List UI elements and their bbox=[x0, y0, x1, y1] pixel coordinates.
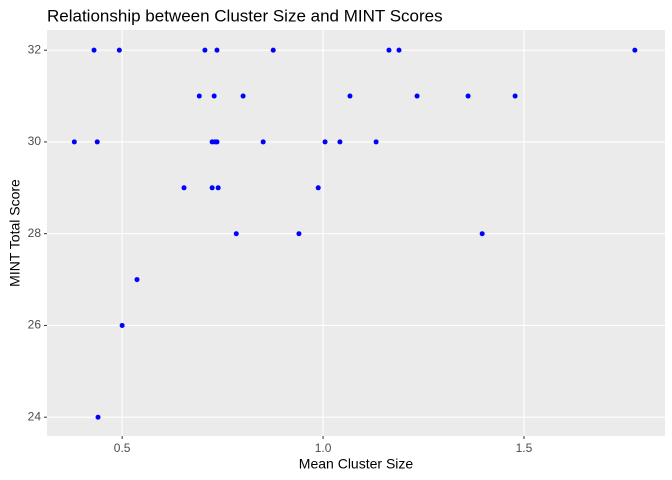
y-tick-label: 28 bbox=[28, 226, 42, 240]
point bbox=[260, 139, 266, 145]
point bbox=[94, 139, 100, 145]
point bbox=[214, 47, 220, 53]
point bbox=[396, 47, 402, 53]
point bbox=[322, 139, 328, 145]
point bbox=[632, 47, 638, 53]
y-axis-label: MINT Total Score bbox=[7, 179, 23, 287]
point bbox=[233, 231, 239, 237]
point bbox=[95, 414, 101, 420]
point bbox=[373, 139, 379, 145]
point bbox=[215, 185, 221, 191]
point bbox=[116, 47, 122, 53]
point bbox=[465, 93, 471, 99]
x-tick-label: 1.0 bbox=[315, 441, 332, 455]
point bbox=[347, 93, 353, 99]
point bbox=[414, 93, 420, 99]
chart-title: Relationship between Cluster Size and MI… bbox=[47, 6, 443, 25]
panel bbox=[47, 30, 665, 436]
y-tick-label: 30 bbox=[28, 134, 42, 148]
x-axis-label: Mean Cluster Size bbox=[299, 456, 414, 472]
point bbox=[214, 139, 220, 145]
y-tick-label: 24 bbox=[28, 409, 42, 423]
point bbox=[240, 93, 246, 99]
point bbox=[512, 93, 518, 99]
point bbox=[479, 231, 485, 237]
point bbox=[196, 93, 202, 99]
y-tick-label: 32 bbox=[28, 42, 42, 56]
point bbox=[315, 185, 321, 191]
point bbox=[386, 47, 392, 53]
point bbox=[270, 47, 276, 53]
point bbox=[211, 93, 217, 99]
x-tick-label: 0.5 bbox=[114, 441, 131, 455]
point bbox=[91, 47, 97, 53]
point bbox=[71, 139, 77, 145]
point bbox=[134, 277, 140, 283]
point bbox=[337, 139, 343, 145]
x-tick-label: 1.5 bbox=[516, 441, 533, 455]
point bbox=[119, 322, 125, 328]
point bbox=[202, 47, 208, 53]
y-tick-label: 26 bbox=[28, 318, 42, 332]
point bbox=[181, 185, 187, 191]
point bbox=[209, 185, 215, 191]
point bbox=[296, 231, 302, 237]
